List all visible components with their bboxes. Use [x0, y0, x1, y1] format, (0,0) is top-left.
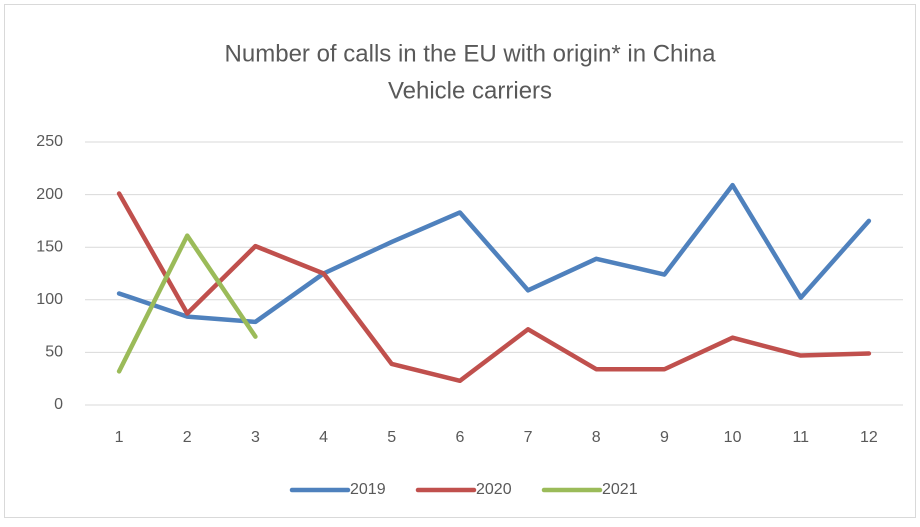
data-line: [116, 191, 872, 384]
legend-label: 2019: [350, 481, 386, 498]
x-tick-label: 8: [592, 429, 601, 446]
x-tick-label: 1: [115, 429, 124, 446]
x-tick-label: 4: [319, 429, 328, 446]
x-tick-label: 11: [792, 429, 809, 446]
y-tick-label: 0: [54, 396, 63, 413]
chart-title: Number of calls in the EU with origin* i…: [225, 40, 717, 67]
chart-subtitle: Vehicle carriers: [388, 77, 552, 104]
legend-label: 2020: [476, 481, 512, 498]
x-tick-label: 6: [455, 429, 464, 446]
y-tick-label: 50: [45, 344, 63, 361]
x-tick-label: 7: [524, 429, 533, 446]
x-tick-label: 10: [724, 429, 742, 446]
legend-label: 2021: [602, 481, 638, 498]
y-tick-label: 100: [36, 291, 63, 308]
data-line: [116, 233, 258, 374]
y-tick-label: 150: [36, 238, 63, 255]
x-tick-label: 5: [387, 429, 396, 446]
y-tick-label: 250: [36, 133, 63, 150]
x-tick-label: 9: [660, 429, 669, 446]
x-tick-label: 3: [251, 429, 260, 446]
y-tick-label: 200: [36, 186, 63, 203]
x-tick-label: 12: [860, 429, 878, 446]
x-tick-label: 2: [183, 429, 192, 446]
